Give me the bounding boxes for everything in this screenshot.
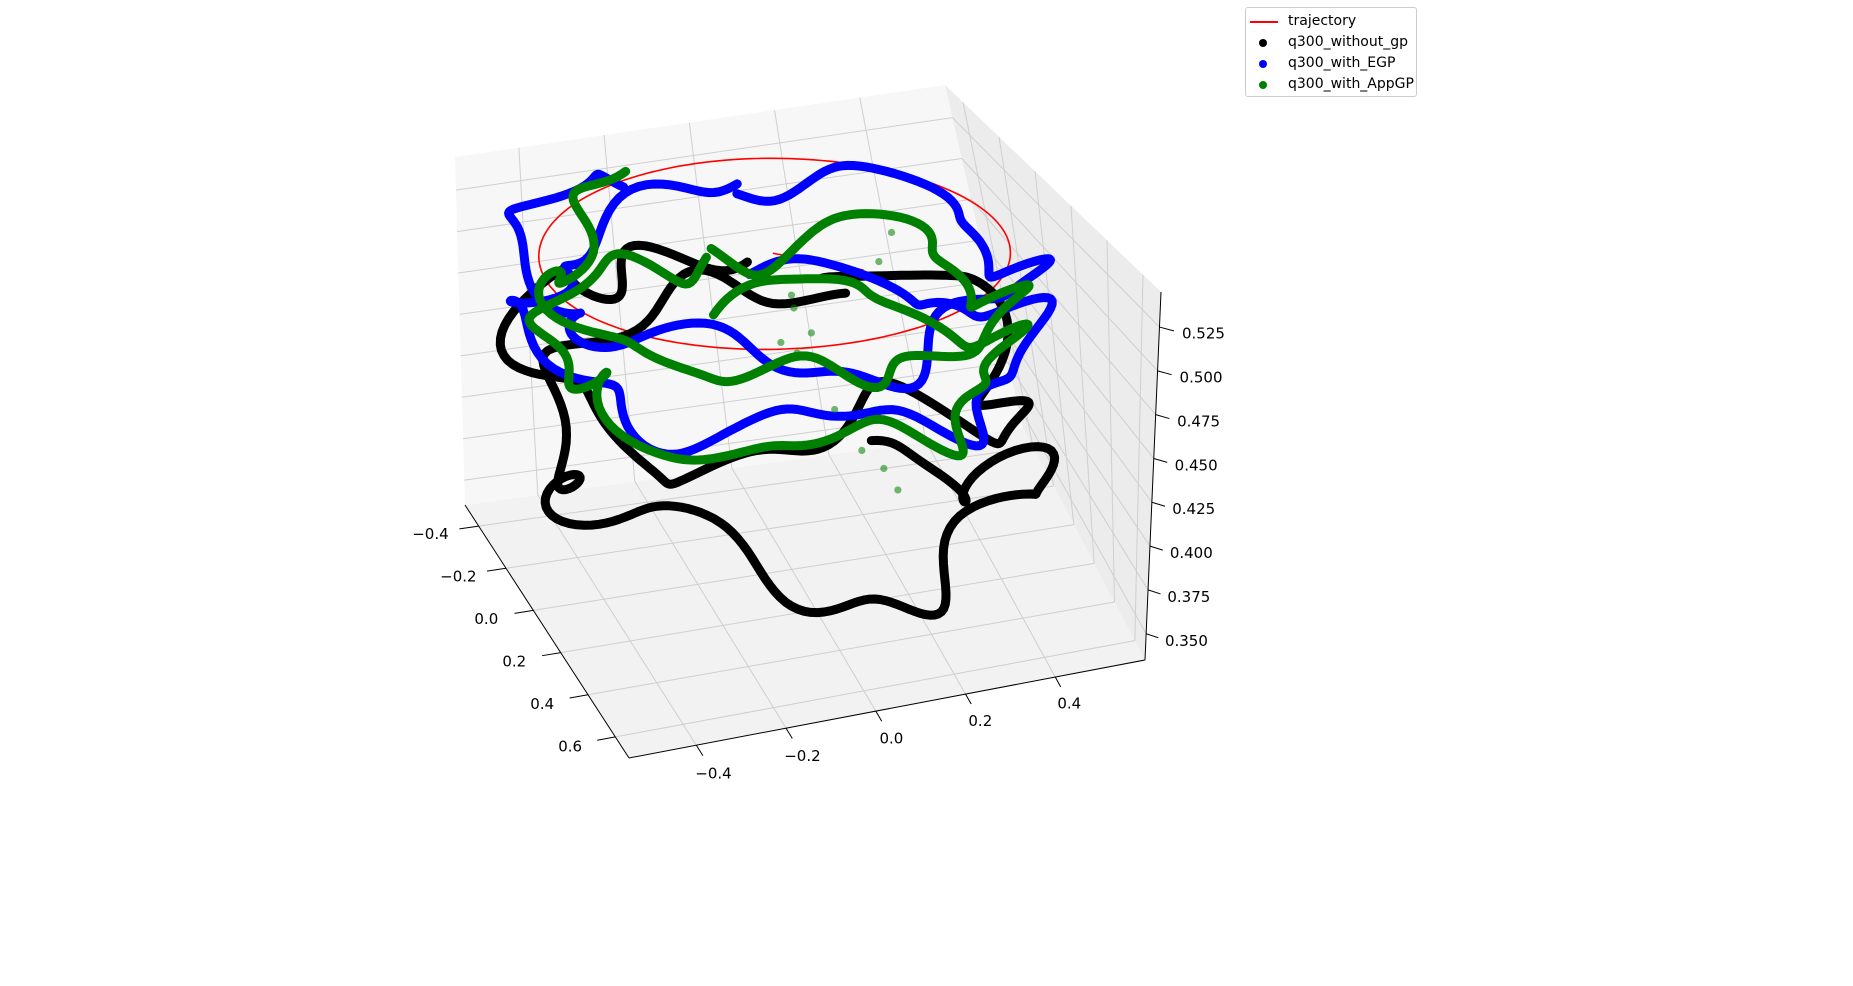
z-tick-label: 0.400 [1170, 544, 1213, 562]
z-tick-mark [1159, 326, 1175, 332]
gridline-y-floor [478, 446, 1034, 527]
scatter-point [807, 329, 815, 337]
series-path [538, 265, 1060, 620]
scatter-point [858, 446, 866, 454]
y-tick-mark [514, 609, 534, 614]
side-pane [945, 85, 1161, 660]
gridline-y-floor [587, 601, 1115, 696]
x-tick-label: −0.2 [784, 747, 820, 765]
y-tick-mark [486, 567, 507, 572]
legend-dot-swatch [1246, 75, 1280, 95]
plot-marks [495, 157, 1060, 620]
gridline-x-back [688, 122, 733, 469]
gridline-y-floor [615, 640, 1135, 738]
z-tick-label: 0.525 [1182, 325, 1225, 343]
y-tick-label: −0.2 [440, 567, 476, 585]
z-axis-line [1144, 291, 1162, 661]
legend-label: q300_with_EGP [1288, 55, 1396, 71]
legend-entry-with-appgp: q300_with_AppGP [1246, 75, 1416, 95]
x-tick-mark [875, 710, 883, 722]
x-tick-mark [1054, 676, 1062, 688]
x-tick-mark [695, 744, 704, 756]
x-tick-label: 0.4 [1057, 695, 1081, 713]
z-tick-mark [1151, 501, 1166, 507]
gridline-z-back [455, 117, 953, 191]
legend-line-swatch [1246, 12, 1280, 32]
x-tick-label: −0.4 [695, 764, 731, 782]
gridline-z-side [970, 199, 1157, 415]
gridline-y-floor [533, 524, 1074, 611]
legend-label: trajectory [1288, 13, 1357, 29]
legend-entry-with-egp: q300_with_EGP [1246, 54, 1416, 74]
z-tick-mark [1153, 457, 1168, 463]
gridline-y-side [1134, 274, 1144, 641]
legend-label: q300_without_gp [1288, 34, 1409, 50]
y-axis-line [464, 504, 630, 759]
gridline-z-side [989, 280, 1153, 503]
y-tick-label: 0.2 [502, 652, 526, 670]
legend-entry-without-gp: q300_without_gp [1246, 33, 1416, 53]
axis-lines [464, 291, 1162, 759]
scatter-point [800, 352, 808, 361]
z-tick-label: 0.500 [1180, 369, 1223, 387]
y-tick-mark [569, 694, 589, 699]
y-tick-mark [597, 736, 616, 741]
scatter-point [845, 427, 853, 435]
legend-label: q300_with_AppGP [1288, 76, 1414, 92]
legend-dot-swatch [1246, 54, 1280, 74]
gridline-x-floor [537, 494, 697, 746]
legend-entry-trajectory: trajectory [1246, 12, 1416, 32]
z-tick-mark [1149, 545, 1163, 551]
gridline-z-side [1016, 403, 1147, 634]
gridline-z-side [998, 321, 1151, 547]
z-tick-mark [1155, 414, 1170, 420]
scatter-point [894, 486, 902, 494]
gridline-z-side [961, 158, 1158, 372]
x-tick-label: 0.2 [968, 712, 992, 730]
legend: trajectory q300_without_gp q300_with_EGP… [1245, 7, 1417, 97]
z-tick-label: 0.425 [1172, 500, 1215, 518]
x-axis-line [628, 659, 1146, 759]
gridline-z-side [952, 117, 1160, 328]
gridline-y-side [1106, 240, 1115, 603]
gridline-z-side [979, 239, 1155, 459]
x-tick-mark [965, 693, 972, 705]
z-tick-label: 0.350 [1165, 632, 1208, 650]
scatter-point [887, 228, 896, 237]
z-tick-mark [1157, 370, 1172, 376]
scatter-point [790, 304, 798, 312]
gridline-x-floor [731, 467, 877, 712]
gridline-x-floor [634, 481, 787, 729]
x-tick-label: 0.0 [879, 729, 903, 747]
series-path [534, 166, 1034, 392]
z-tick-mark [1147, 589, 1161, 595]
z-tick-mark [1145, 633, 1159, 639]
gridline-y-side [1070, 205, 1095, 564]
tick-labels: −0.4 −0.2 0.0 0.2 0.4 −0.4 −0.2 0.0 0.2 0.4 0.6 0.3… [412, 325, 1225, 783]
y-tick-label: 0.0 [474, 610, 498, 628]
scatter-point [880, 464, 888, 473]
x-tick-mark [785, 727, 793, 739]
gridline-z-back [463, 362, 1009, 440]
series-q300-with-appgp [524, 166, 1034, 494]
trajectory-circle [537, 157, 1012, 351]
gridline-y-side [1034, 171, 1075, 525]
gridline-x-floor [828, 454, 966, 695]
scatter-point [875, 258, 883, 266]
gridline-y-side [998, 136, 1054, 487]
legend-dot-swatch [1246, 33, 1280, 53]
z-tick-label: 0.375 [1167, 588, 1210, 606]
z-tick-label: 0.475 [1177, 412, 1220, 430]
y-tick-mark [542, 652, 561, 657]
scatter-point [831, 405, 839, 414]
z-tick-label: 0.450 [1175, 456, 1218, 474]
y-tick-label: 0.6 [558, 737, 582, 755]
y-tick-label: 0.4 [530, 695, 554, 713]
y-tick-mark [459, 525, 479, 530]
scatter-point [793, 349, 801, 357]
scatter-point [787, 291, 796, 299]
scatter-point [777, 338, 785, 347]
y-tick-label: −0.4 [412, 525, 448, 543]
